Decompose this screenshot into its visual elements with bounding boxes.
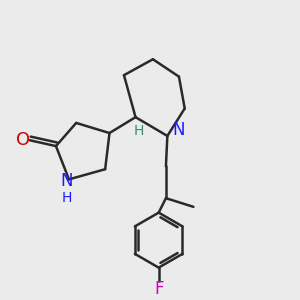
Text: N: N xyxy=(60,172,73,190)
Text: F: F xyxy=(154,280,164,298)
Text: O: O xyxy=(16,131,30,149)
Text: H: H xyxy=(61,191,72,205)
Text: H: H xyxy=(133,124,144,138)
Text: N: N xyxy=(173,121,185,139)
